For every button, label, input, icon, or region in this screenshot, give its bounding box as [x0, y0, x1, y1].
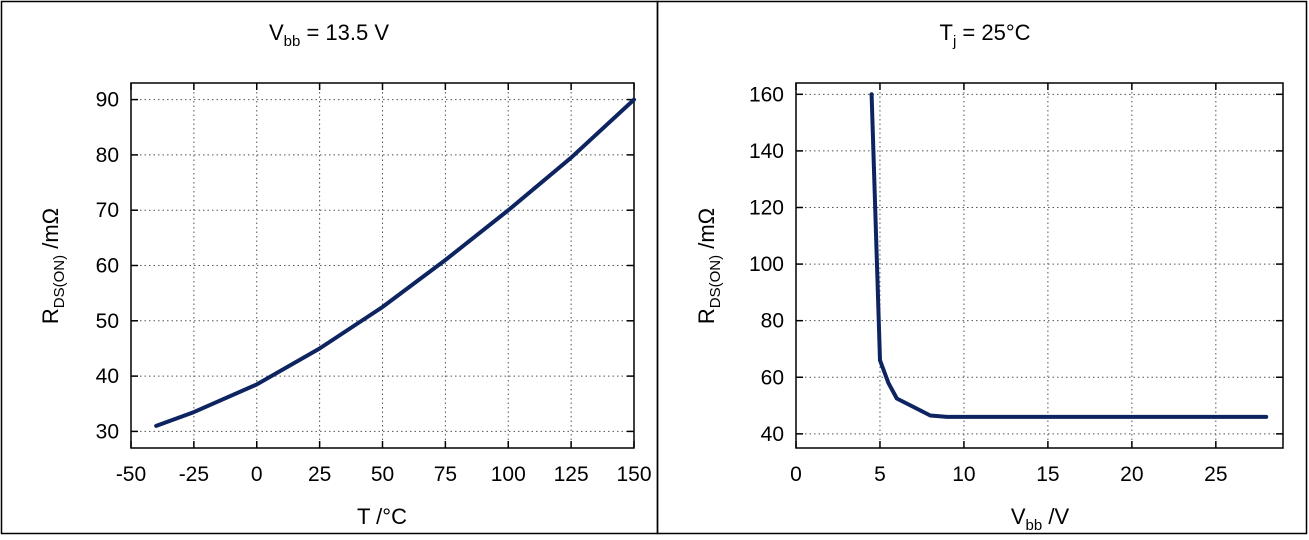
chart-right-series — [869, 92, 1269, 419]
chart-right-x-axis-label: Vbb /V — [1011, 504, 1070, 534]
chart-right-y-axis-label: RDS(ON) /mΩ — [694, 208, 724, 324]
chart-left-x-tick-label: 50 — [371, 463, 394, 486]
chart-left-x-tick-label: -25 — [179, 463, 209, 486]
chart-right-y-axis: 40 60 80 100 120 140 160 — [749, 83, 1283, 446]
chart-left-y-tick-label: 40 — [96, 365, 119, 388]
chart-left-series — [154, 97, 636, 428]
chart-right-y-tick-label: 40 — [761, 423, 784, 446]
chart-right-y-tick-label: 160 — [749, 83, 784, 106]
chart-right-y-tick-label: 60 — [761, 366, 784, 389]
chart-left-x-tick-label: 125 — [554, 463, 589, 486]
chart-right-y-tick-label: 120 — [749, 196, 784, 219]
chart-right-title: Tj = 25°C — [939, 20, 1030, 50]
chart-right-x-tick-label: 5 — [874, 463, 886, 486]
right-panel-frame — [656, 0, 1308, 535]
chart-right-x-tick-label: 10 — [952, 463, 975, 486]
chart-left-grid — [131, 83, 634, 448]
chart-left-x-axis-label: T /°C — [357, 504, 407, 529]
chart-right-x-tick-label: 20 — [1120, 463, 1143, 486]
chart-left-y-tick-label: 70 — [96, 199, 119, 222]
chart-left-y-tick-label: 30 — [96, 420, 119, 443]
chart-right-x-tick-label: 25 — [1204, 463, 1227, 486]
chart-left-y-tick-label: 80 — [96, 144, 119, 167]
chart-left-x-tick-label: 0 — [251, 463, 263, 486]
chart-left-x-axis: -50 -25 0 25 50 75 100 125 150 — [116, 83, 652, 486]
chart-left-y-axis: 30 40 50 60 70 80 90 — [96, 89, 634, 443]
chart-left-y-tick-label: 60 — [96, 255, 119, 278]
chart-left-y-tick-label: 90 — [96, 89, 119, 112]
chart-right: Tj = 25°C 0 5 10 15 20 25 406080100120140160 … — [694, 20, 1284, 534]
chart-left: Vbb = 13.5 V -50 -25 0 25 50 75 100 125 150 30 40… — [38, 20, 652, 529]
chart-right-plot-area — [795, 82, 1284, 449]
chart-left-title: Vbb = 13.5 V — [269, 20, 389, 50]
chart-left-series-line — [154, 97, 636, 428]
chart-left-x-tick-label: 100 — [491, 463, 526, 486]
chart-right-y-tick-label: 100 — [749, 253, 784, 276]
chart-right-series-line — [869, 92, 1269, 419]
chart-right-x-tick-label: 0 — [790, 463, 802, 486]
chart-left-x-tick-label: 25 — [308, 463, 331, 486]
chart-right-x-axis: 0 5 10 15 20 25 — [790, 83, 1228, 486]
chart-left-x-tick-label: -50 — [116, 463, 146, 486]
chart-left-x-tick-label: 150 — [616, 463, 651, 486]
chart-right-y-tick-label: 140 — [749, 140, 784, 163]
chart-left-y-axis-label: RDS(ON) /mΩ — [38, 208, 68, 324]
chart-left-y-tick-label: 50 — [96, 310, 119, 333]
chart-left-x-tick-label: 75 — [434, 463, 457, 486]
chart-right-grid — [796, 83, 1283, 448]
chart-right-y-tick-label: 80 — [761, 310, 784, 333]
chart-right-x-tick-label: 15 — [1036, 463, 1059, 486]
